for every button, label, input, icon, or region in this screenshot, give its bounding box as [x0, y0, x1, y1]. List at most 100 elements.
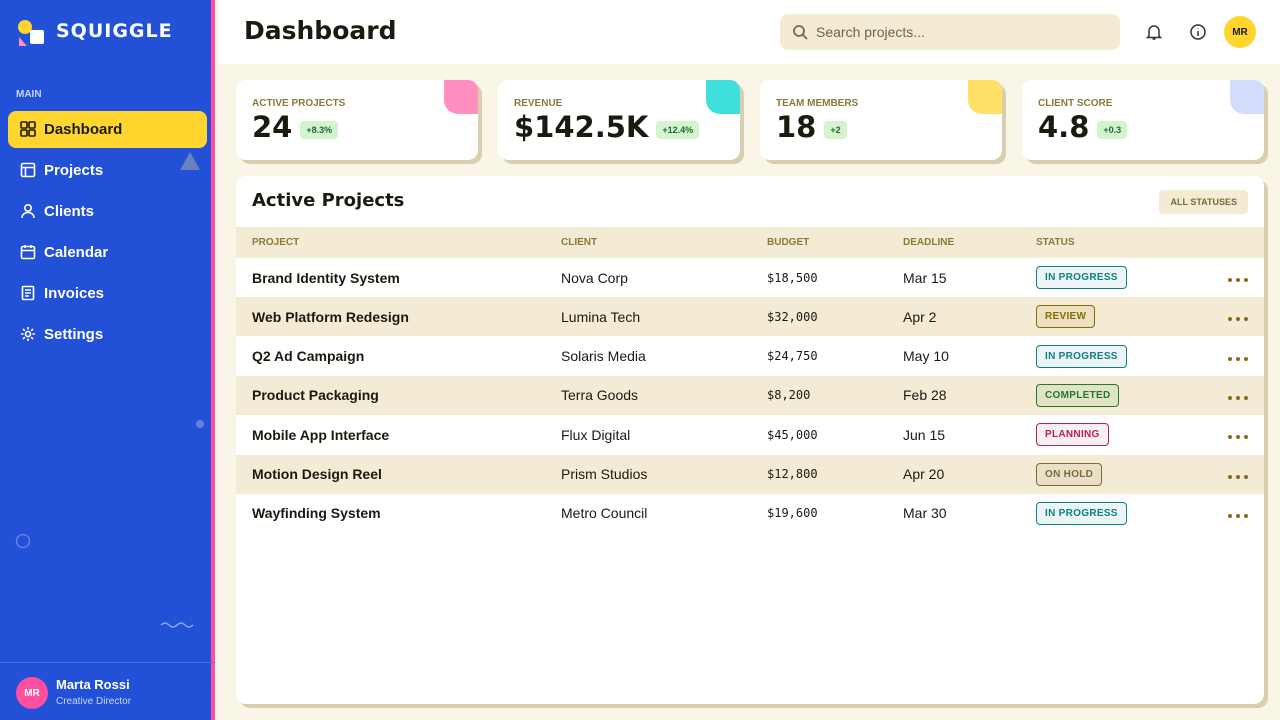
budget: $32,000 — [767, 309, 818, 324]
row-menu[interactable] — [1226, 351, 1250, 361]
column-header: DEADLINE — [903, 237, 955, 248]
table-row[interactable]: Product Packaging Terra Goods $8,200 Feb 28… — [236, 375, 1264, 415]
table-row[interactable]: Wayfinding System Metro Council $19,600 Mar… — [236, 493, 1264, 533]
table-header: PROJECT CLIENT BUDGET DEADLINE STATUS — [236, 227, 1264, 258]
user-name: Marta Rossi — [56, 677, 130, 692]
notifications-button[interactable] — [1145, 23, 1163, 41]
table-row[interactable]: Q2 Ad Campaign Solaris Media $24,750 May 10… — [236, 336, 1264, 376]
status-cell: REVIEW — [1036, 297, 1096, 336]
logo — [18, 20, 44, 46]
stat-delta: +12.4% — [656, 121, 700, 139]
decoration — [160, 622, 194, 628]
deadline: Feb 28 — [903, 387, 947, 404]
nav-icon — [21, 327, 35, 341]
row-menu[interactable] — [1226, 272, 1250, 282]
search-placeholder: Search projects... — [816, 24, 925, 40]
decoration — [180, 152, 200, 170]
budget: $45,000 — [767, 427, 818, 442]
table-row[interactable]: Brand Identity System Nova Corp $18,500 Mar… — [236, 258, 1264, 297]
status-badge: REVIEW — [1036, 305, 1096, 329]
stat-delta: +2 — [824, 121, 847, 139]
client-name: Terra Goods — [561, 387, 639, 404]
status-badge: PLANNING — [1036, 423, 1109, 447]
stat-accent — [1230, 80, 1264, 114]
nav-item[interactable]: Invoices — [8, 275, 207, 312]
project-name: Brand Identity System — [252, 269, 400, 286]
status-badge: IN PROGRESS — [1036, 344, 1127, 368]
stat-delta: +8.3% — [300, 121, 339, 139]
nav-label: Projects — [44, 162, 104, 179]
status-badge: IN PROGRESS — [1036, 501, 1127, 525]
nav-label: Settings — [44, 326, 104, 343]
deadline: Apr 2 — [903, 308, 937, 325]
status-badge: IN PROGRESS — [1036, 266, 1127, 289]
status-cell: PLANNING — [1036, 415, 1109, 454]
table-title: Active Projects — [252, 190, 405, 211]
column-header: CLIENT — [561, 237, 598, 248]
column-header: STATUS — [1036, 237, 1075, 248]
deadline: Jun 15 — [903, 426, 946, 443]
stat-value: 4.8 — [1038, 110, 1090, 144]
stat-row: $142.5K +12.4% — [514, 110, 700, 144]
status-cell: IN PROGRESS — [1036, 494, 1127, 533]
table-row[interactable]: Motion Design Reel Prism Studios $12,800 Ap… — [236, 454, 1264, 494]
menu-dots — [1228, 435, 1248, 440]
project-name: Mobile App Interface — [252, 426, 390, 443]
nav-item[interactable]: Clients — [8, 193, 207, 230]
decoration — [15, 533, 31, 549]
section-label: MAIN — [16, 89, 42, 100]
row-menu[interactable] — [1226, 390, 1250, 400]
stat-card: ACTIVE PROJECTS 24 +8.3% — [236, 80, 478, 160]
user-role: Creative Director — [56, 696, 132, 707]
stat-row: 24 +8.3% — [252, 110, 339, 144]
row-menu[interactable] — [1226, 469, 1250, 479]
status-badge: ON HOLD — [1036, 462, 1103, 486]
stat-delta: +0.3 — [1097, 121, 1128, 139]
menu-dots — [1228, 474, 1248, 479]
project-name: Product Packaging — [252, 387, 379, 404]
nav-label: Calendar — [44, 244, 109, 261]
nav-item[interactable]: Projects — [8, 152, 207, 189]
row-menu[interactable] — [1226, 508, 1250, 518]
decoration — [196, 420, 204, 428]
menu-dots — [1228, 395, 1248, 400]
nav-icon — [20, 121, 36, 137]
info-button[interactable] — [1189, 23, 1207, 41]
stat-value: 24 — [252, 110, 293, 144]
table-row[interactable]: Mobile App Interface Flux Digital $45,000 J… — [236, 415, 1264, 455]
deadline: Mar 15 — [903, 269, 947, 286]
menu-dots — [1228, 513, 1248, 518]
page-title: Dashboard — [244, 16, 397, 45]
status-badge: COMPLETED — [1036, 383, 1120, 407]
project-name: Q2 Ad Campaign — [252, 348, 365, 365]
status-filter[interactable]: ALL STATUSES — [1159, 190, 1248, 214]
row-menu[interactable] — [1226, 429, 1250, 440]
budget: $18,500 — [767, 270, 818, 285]
client-name: Prism Studios — [561, 466, 648, 482]
header-avatar[interactable]: MR — [1224, 16, 1256, 48]
row-menu[interactable] — [1226, 311, 1250, 322]
stat-label: CLIENT SCORE — [1038, 98, 1113, 109]
user-avatar: MR — [16, 677, 48, 709]
search-box[interactable]: Search projects... — [780, 14, 1120, 50]
budget: $19,600 — [767, 506, 818, 521]
sidebar: SQUIGGLE MAIN Dashboard Projects Clients Cale… — [0, 0, 215, 720]
project-name: Web Platform Redesign — [252, 308, 409, 325]
nav-label: Clients — [44, 203, 95, 220]
deadline: May 10 — [903, 348, 949, 365]
stat-label: ACTIVE PROJECTS — [252, 98, 346, 109]
stat-row: 18 +2 — [776, 110, 847, 144]
nav-item[interactable]: Calendar — [8, 234, 207, 271]
brand: SQUIGGLE — [56, 20, 173, 42]
nav-item[interactable]: Settings — [8, 316, 207, 353]
menu-dots — [1228, 278, 1248, 282]
client-name: Nova Corp — [561, 269, 628, 286]
deadline: Mar 30 — [903, 505, 947, 522]
projects-card: Active Projects ALL STATUSES PROJECT CLIENT… — [236, 176, 1264, 704]
stat-value: $142.5K — [514, 110, 649, 144]
nav-item[interactable]: Dashboard — [8, 111, 207, 148]
user-footer: MR Marta Rossi Creative Director — [0, 662, 215, 720]
table-row[interactable]: Web Platform Redesign Lumina Tech $32,000 A… — [236, 297, 1264, 337]
project-name: Wayfinding System — [252, 505, 381, 522]
